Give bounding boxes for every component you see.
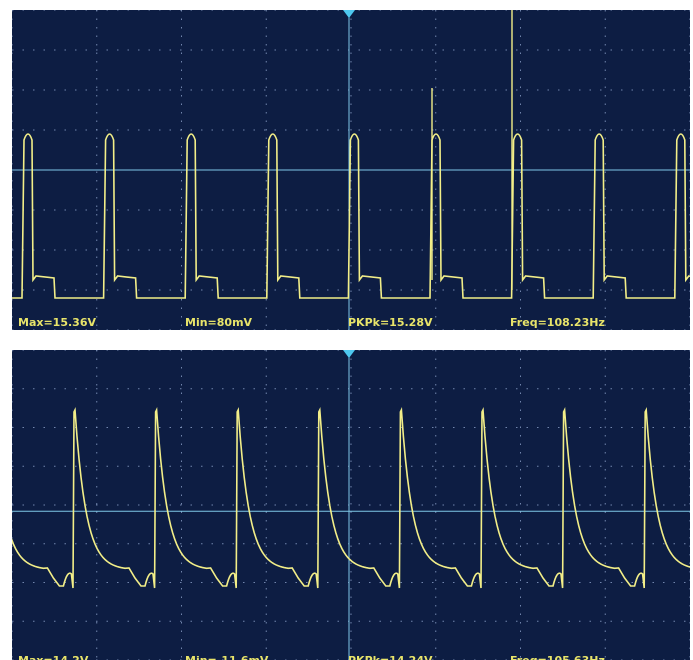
measurement: PKPk=15.28V <box>348 316 433 329</box>
trigger-marker <box>343 10 355 18</box>
measurement: Freq=108.23Hz <box>510 316 605 329</box>
waveform <box>12 407 690 589</box>
panel-bottom: Max=14.2V Min=-11.6mV PKPk=14.24V Freq=105.… <box>12 350 690 660</box>
measurement: Max=14.2V <box>18 654 89 660</box>
measurement: Freq=105.63Hz <box>510 654 605 660</box>
measurement: Max=15.36V <box>18 316 96 329</box>
trigger-marker <box>343 350 355 358</box>
panel-top: Max=15.36V Min=80mV PKPk=15.28V Freq=108.23… <box>12 10 690 330</box>
waveform <box>12 133 690 299</box>
measurement: Min=80mV <box>185 316 253 329</box>
measurement: PKPk=14.24V <box>348 654 433 660</box>
measurement: Min=-11.6mV <box>185 654 269 660</box>
